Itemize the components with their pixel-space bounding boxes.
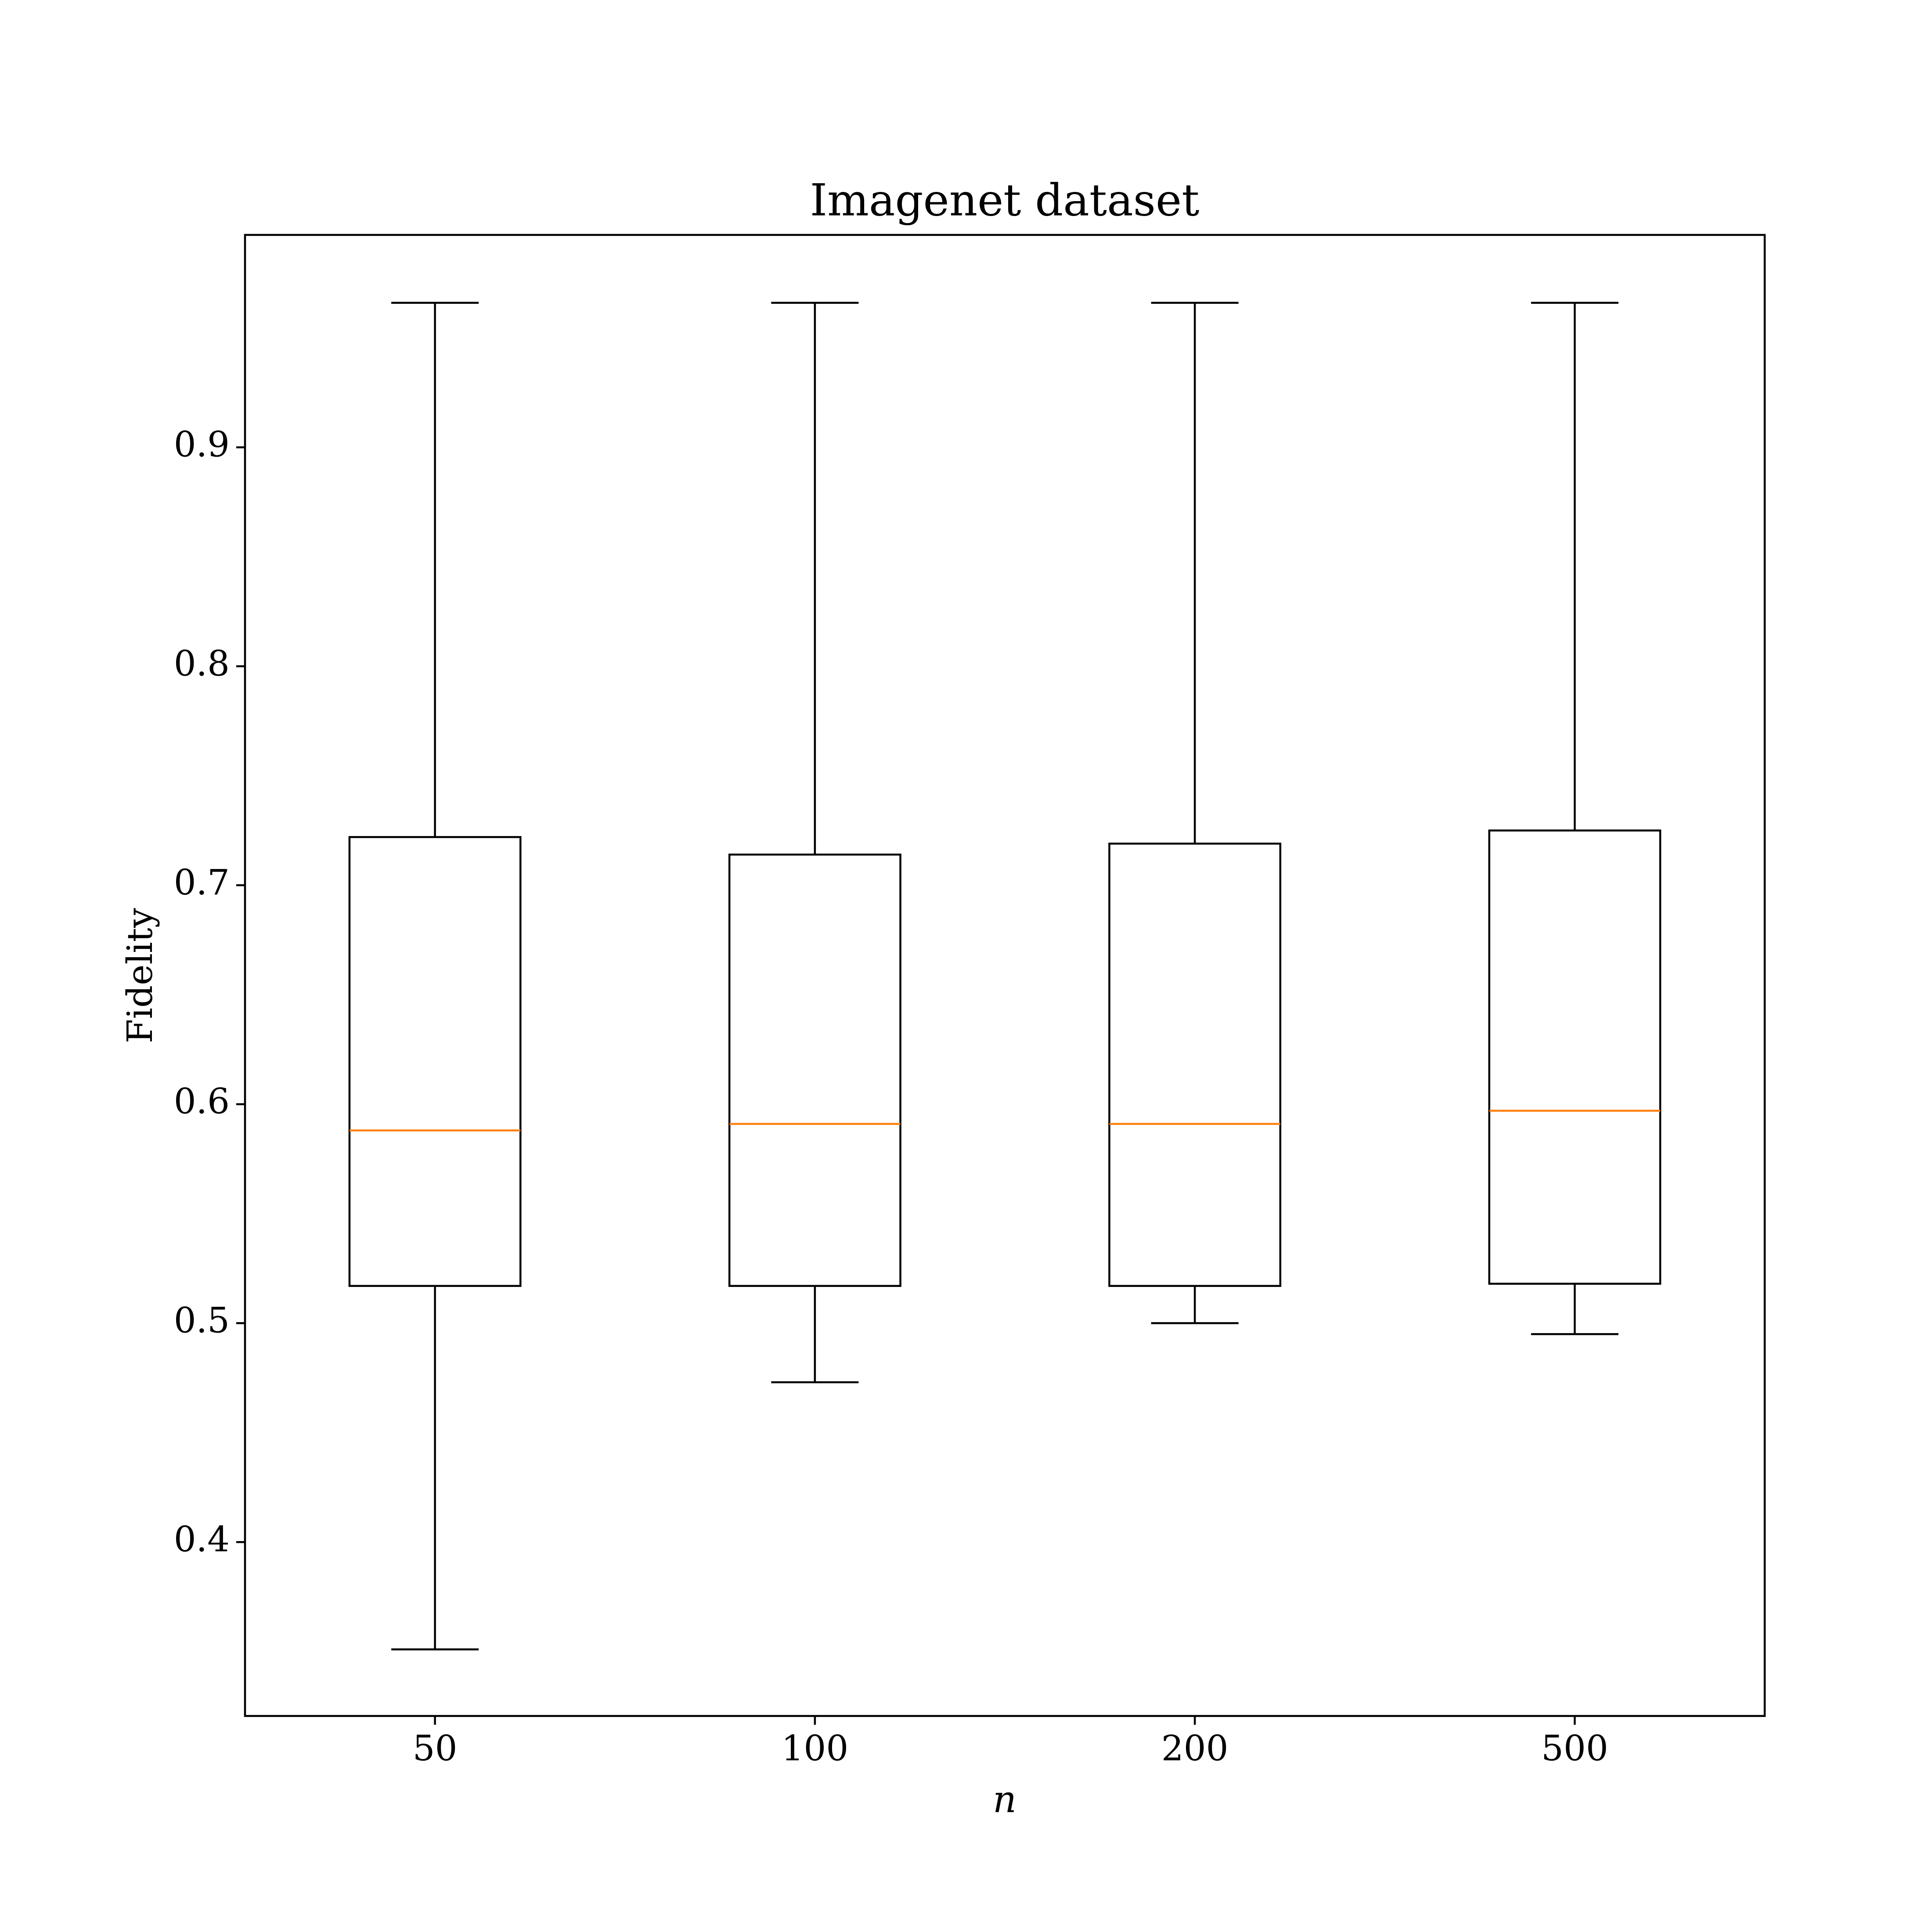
x-tick-label: 200: [1161, 1728, 1229, 1769]
plot-frame: [244, 234, 1766, 1717]
y-tick-label: 0.8: [174, 643, 230, 684]
y-tick-label: 0.6: [174, 1081, 230, 1122]
x-tick-label: 50: [413, 1728, 458, 1769]
y-axis-label: Fidelity: [119, 908, 160, 1043]
y-tick-label: 0.7: [174, 862, 230, 903]
y-tick-label: 0.5: [174, 1300, 230, 1341]
x-tick-label: 500: [1541, 1728, 1608, 1769]
box: [1488, 829, 1662, 1285]
x-axis-label: n: [993, 1778, 1016, 1821]
chart-title: Imagenet dataset: [810, 175, 1200, 226]
x-tick-label: 100: [782, 1728, 849, 1769]
y-tick-label: 0.4: [174, 1519, 230, 1560]
box: [348, 836, 522, 1287]
box: [1108, 843, 1282, 1287]
box: [728, 853, 901, 1287]
y-tick-label: 0.9: [174, 424, 230, 465]
